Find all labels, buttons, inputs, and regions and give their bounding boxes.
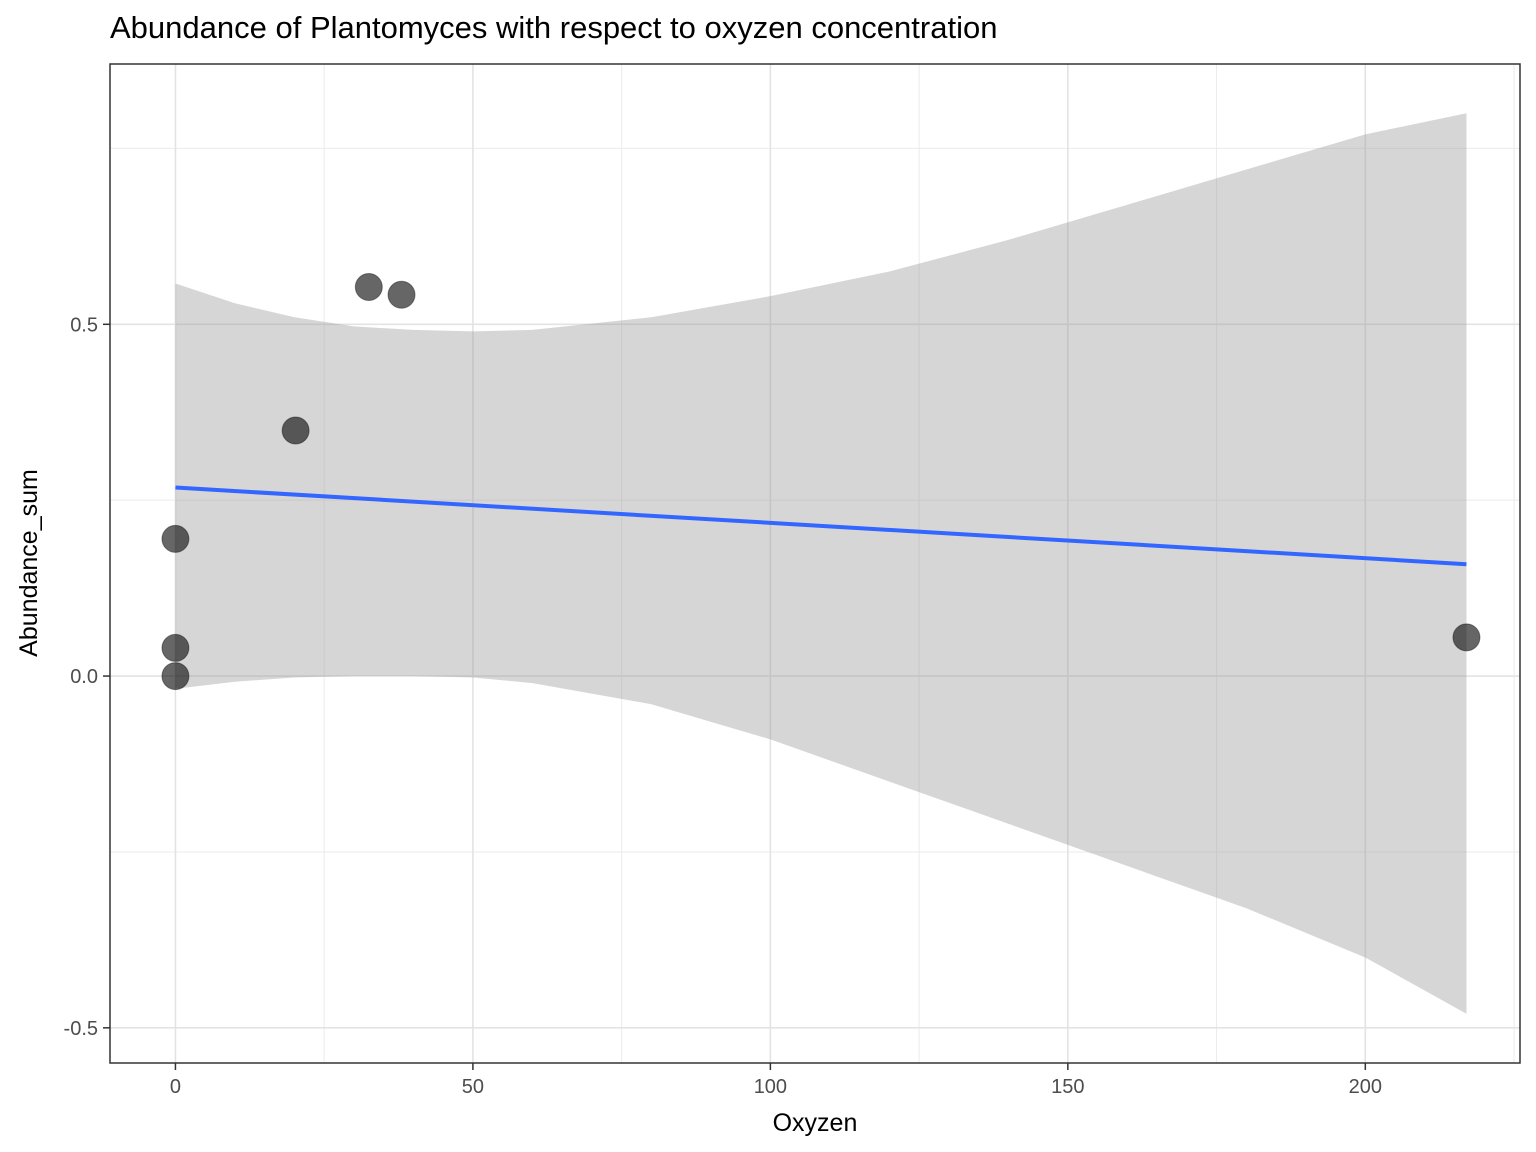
x-axis-title: Oxyzen	[773, 1109, 858, 1137]
x-tick-label: 150	[1051, 1076, 1084, 1098]
data-point	[387, 280, 416, 309]
x-tick-label: 100	[754, 1076, 787, 1098]
x-tick-label: 0	[170, 1076, 181, 1098]
chart-title: Abundance of Plantomyces with respect to…	[110, 10, 998, 45]
y-tick-label: -0.5	[64, 1018, 98, 1040]
y-axis: -0.5 0.0 0.5	[64, 314, 110, 1040]
y-tick-label: 0.5	[70, 314, 98, 336]
confidence-band	[175, 113, 1467, 1014]
major-gridlines	[110, 64, 1520, 1063]
confidence-band-layer	[175, 113, 1467, 1014]
plot-panel-background	[110, 64, 1520, 1063]
x-tick-label: 200	[1349, 1076, 1382, 1098]
x-axis: 0 50 100 150 200	[170, 1063, 1382, 1098]
data-point	[161, 633, 190, 662]
plot-panel-border	[109, 63, 1521, 1064]
data-point	[354, 273, 383, 302]
y-tick-label: 0.0	[70, 666, 98, 688]
data-point	[281, 416, 310, 445]
x-tick-label: 50	[462, 1076, 484, 1098]
regression-line	[175, 485, 1467, 567]
y-axis-title: Abundance_sum	[15, 469, 43, 657]
points-layer	[161, 273, 1481, 691]
minor-gridlines	[110, 64, 1520, 1063]
fit-line-layer	[175, 485, 1467, 567]
data-point	[1452, 623, 1481, 652]
data-point	[161, 662, 190, 691]
data-point	[161, 524, 190, 553]
